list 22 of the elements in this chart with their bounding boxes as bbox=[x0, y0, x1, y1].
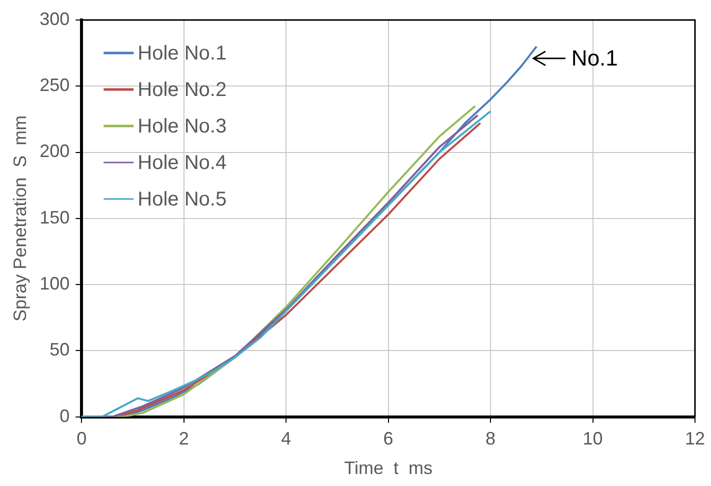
x-tick-label: 2 bbox=[178, 428, 189, 449]
x-tick-label: 8 bbox=[486, 428, 496, 449]
x-axis-title: Time t ms bbox=[344, 458, 432, 478]
x-tick-label: 6 bbox=[383, 428, 394, 449]
x-tick-label: 0 bbox=[76, 428, 87, 449]
x-tick-label: 4 bbox=[281, 428, 292, 449]
x-tick-label: 12 bbox=[684, 428, 706, 449]
y-tick-label: 200 bbox=[40, 141, 70, 162]
annotation: No.1 bbox=[571, 45, 618, 70]
x-tick-label: 10 bbox=[582, 428, 603, 449]
y-tick-label: 150 bbox=[40, 207, 70, 228]
y-tick-label: 300 bbox=[40, 8, 70, 29]
y-axis-title: Spray Penetration S mm bbox=[10, 115, 30, 322]
legend-label: Hole No.4 bbox=[138, 152, 227, 174]
y-tick-label: 0 bbox=[60, 406, 70, 426]
legend-label: Hole No.2 bbox=[138, 79, 227, 102]
legend-label: Hole No.5 bbox=[138, 188, 227, 211]
y-tick-label: 50 bbox=[50, 340, 70, 360]
y-tick-label: 100 bbox=[40, 274, 70, 294]
y-tick-label: 250 bbox=[40, 75, 70, 96]
legend-label: Hole No.1 bbox=[138, 42, 227, 65]
legend-label: Hole No.3 bbox=[138, 116, 227, 138]
